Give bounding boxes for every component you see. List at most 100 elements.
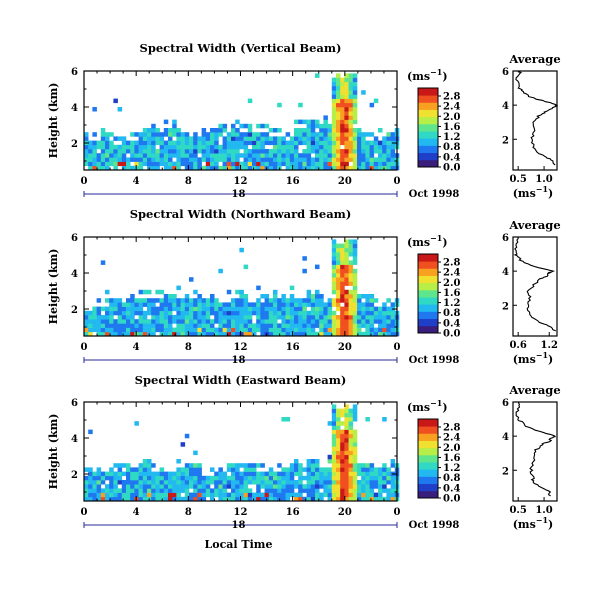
heatmap-cell: [126, 302, 131, 307]
heatmap-cell: [344, 327, 349, 333]
heatmap-cell: [382, 475, 387, 481]
heatmap-cell: [84, 315, 89, 320]
heatmap-cell: [189, 165, 194, 171]
heatmap-cell: [348, 459, 354, 464]
heatmap-cell: [386, 475, 391, 481]
heatmap-cell: [201, 323, 207, 328]
heatmap-cell: [113, 306, 118, 312]
heatmap-cell: [235, 289, 240, 295]
heatmap-cell: [180, 315, 186, 320]
heatmap-cell: [84, 488, 89, 493]
heatmap-cell: [386, 157, 391, 162]
heatmap-cell: [243, 306, 249, 312]
heatmap-cell: [302, 132, 307, 137]
heatmap-cell: [390, 459, 396, 464]
heatmap-cell: [239, 331, 244, 337]
heatmap-cell: [180, 302, 186, 307]
heatmap-cell: [117, 323, 123, 328]
heatmap-cell: [352, 438, 358, 443]
heatmap-cell: [214, 136, 219, 141]
heatmap-cell: [373, 319, 379, 324]
heatmap-cell: [352, 119, 358, 125]
heatmap-cell: [331, 119, 337, 125]
heatmap-cell: [344, 496, 349, 502]
heatmap-cell: [340, 412, 345, 418]
heatmap-cell: [331, 153, 337, 158]
heatmap-cell: [315, 471, 320, 477]
heatmap-cell: [315, 306, 320, 312]
heatmap-cell: [285, 144, 291, 150]
heatmap-cell: [319, 157, 324, 162]
heatmap-cell: [92, 165, 97, 171]
heatmap-cell: [189, 298, 194, 303]
heatmap-cell: [168, 331, 173, 337]
heatmap-cell: [373, 471, 379, 477]
heatmap-cell: [205, 140, 211, 146]
heatmap-cell: [306, 157, 312, 162]
heatmap-cell: [273, 488, 278, 493]
heatmap-cell: [365, 302, 370, 307]
heatmap-cell: [155, 319, 160, 324]
heatmap-cell: [163, 492, 169, 498]
heatmap-cell: [138, 496, 144, 502]
heatmap-cell: [285, 475, 291, 481]
heatmap-cell: [336, 446, 341, 451]
heatmap-cell: [142, 289, 148, 295]
heatmap-cell: [319, 123, 324, 129]
heatmap-cell: [277, 323, 282, 328]
heatmap-cell: [336, 433, 341, 439]
heatmap-cell: [357, 128, 362, 133]
heatmap-cell: [159, 467, 165, 472]
heatmap-cell: [319, 496, 324, 502]
heatmap-cell: [390, 319, 396, 324]
heatmap-cell: [218, 132, 223, 137]
heatmap-cell: [348, 442, 354, 447]
heatmap-cell: [121, 480, 127, 485]
heatmap-cell: [365, 492, 370, 498]
heatmap-cell: [155, 161, 160, 167]
heatmap-cell: [235, 119, 240, 125]
heatmap-cell: [163, 119, 169, 125]
heatmap-cell: [281, 496, 286, 502]
heatmap-cell: [352, 475, 358, 481]
colorbar-tick-label: 0.0: [443, 494, 460, 505]
heatmap-cell: [357, 298, 362, 303]
heatmap-cell: [243, 123, 249, 129]
heatmap-cell: [235, 128, 240, 133]
heatmap-cell: [386, 471, 391, 477]
heatmap-cell: [138, 327, 144, 333]
heatmap-cell: [361, 471, 366, 477]
heatmap-cell: [277, 136, 282, 141]
heatmap-cell: [352, 140, 358, 146]
heatmap-cell: [331, 264, 337, 270]
heatmap-cell: [172, 471, 177, 477]
heatmap-cell: [92, 484, 97, 489]
heatmap-cell: [218, 302, 223, 307]
heatmap-cell: [365, 161, 370, 167]
heatmap-cell: [331, 239, 337, 244]
heatmap-cell: [310, 331, 316, 337]
heatmap-cell: [147, 128, 152, 133]
heatmap-cell: [323, 132, 328, 137]
heatmap-cell: [226, 132, 232, 137]
heatmap-cell: [344, 252, 349, 257]
heatmap-cell: [285, 331, 291, 337]
heatmap-cell: [289, 323, 295, 328]
heatmap-cell: [302, 161, 307, 167]
heatmap-cell: [315, 475, 320, 481]
heatmap-cell: [247, 467, 253, 472]
heatmap-cell: [113, 475, 118, 481]
heatmap-cell: [302, 268, 307, 274]
heatmap-cell: [163, 157, 169, 162]
heatmap-cell: [277, 128, 282, 133]
heatmap-cell: [163, 302, 169, 307]
heatmap-cell: [306, 459, 312, 464]
heatmap-cell: [88, 475, 93, 481]
heatmap-cell: [302, 119, 307, 125]
heatmap-cell: [348, 239, 354, 244]
heatmap-cell: [235, 323, 240, 328]
heatmap-cell: [289, 298, 295, 303]
heatmap-cell: [172, 123, 177, 129]
heatmap-cell: [180, 319, 186, 324]
heatmap-cell: [218, 123, 223, 129]
